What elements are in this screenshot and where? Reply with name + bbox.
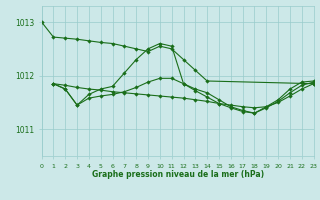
X-axis label: Graphe pression niveau de la mer (hPa): Graphe pression niveau de la mer (hPa) — [92, 170, 264, 179]
